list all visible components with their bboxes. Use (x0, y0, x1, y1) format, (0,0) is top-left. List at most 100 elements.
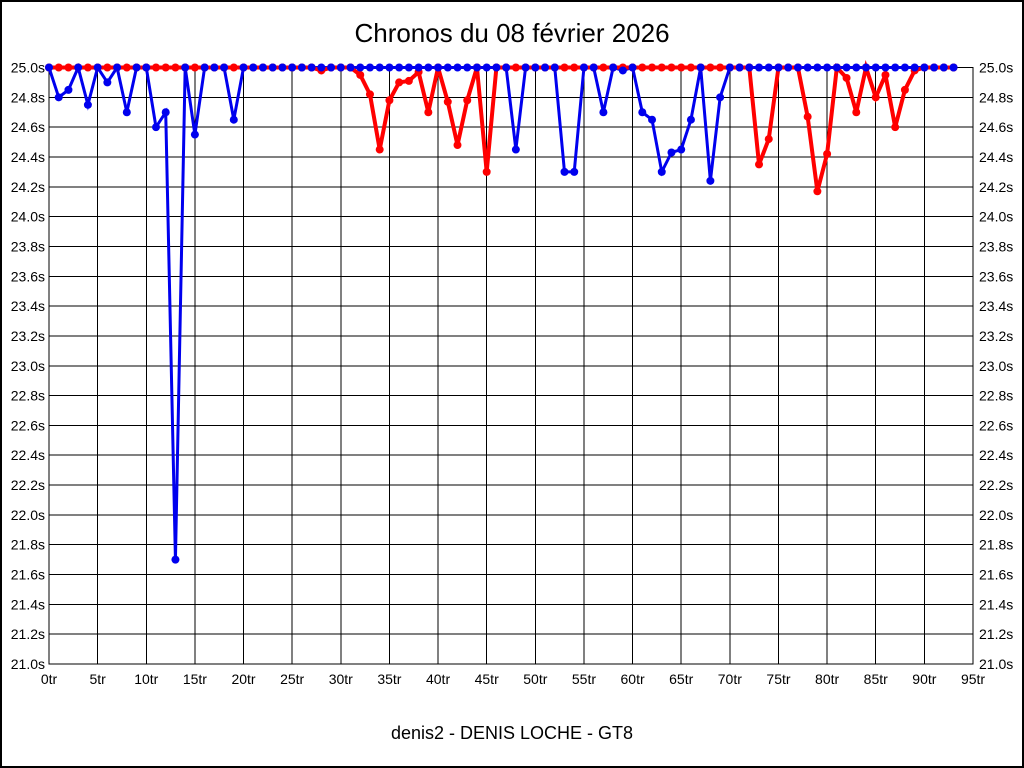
red-series-point (881, 70, 890, 79)
blue-series-point (336, 63, 345, 72)
y-axis-labels-left: 25.0s 24.8s 24.6s 24.4s 24.2s 24.0s 23.8s 23.6s… (11, 60, 45, 673)
blue-series-point (317, 63, 326, 72)
red-series-point (64, 63, 73, 72)
chart-subtitle: denis2 - DENIS LOCHE - GT8 (391, 723, 633, 743)
y-tick-label-right: 21.2s (979, 626, 1013, 642)
blue-series-point (628, 63, 637, 72)
blue-series-point (346, 63, 355, 72)
y-tick-label-left: 24.4s (11, 149, 45, 165)
blue-series-point (113, 63, 122, 72)
blue-series-point (609, 63, 618, 72)
blue-series-point (453, 63, 462, 72)
x-tick-label: 15tr (183, 671, 207, 687)
x-tick-label: 20tr (231, 671, 255, 687)
red-series-point (404, 76, 413, 85)
red-series-point (706, 63, 715, 72)
red-series-point (570, 63, 579, 72)
y-tick-label-right: 24.8s (979, 89, 1013, 105)
blue-series-point (93, 63, 102, 72)
red-series-point (161, 63, 170, 72)
x-tick-label: 50tr (523, 671, 547, 687)
y-tick-label-right: 24.4s (979, 149, 1013, 165)
x-tick-label: 55tr (572, 671, 596, 687)
blue-series-point (249, 63, 258, 72)
blue-series-point (122, 108, 131, 117)
red-series-point (900, 85, 909, 94)
blue-series-point (550, 63, 559, 72)
blue-series-point (891, 63, 900, 72)
y-tick-label-left: 22.6s (11, 417, 45, 433)
blue-series-point (258, 63, 267, 72)
blue-series-point (482, 63, 491, 72)
blue-series-point (648, 115, 657, 124)
red-series-point (395, 78, 404, 87)
blue-series-point (832, 63, 841, 72)
blue-series-point (171, 555, 180, 564)
blue-series-point (472, 63, 481, 72)
blue-series-point (64, 85, 73, 94)
red-series-point (648, 63, 657, 72)
y-tick-label-right: 24.6s (979, 119, 1013, 135)
blue-series-point (502, 63, 511, 72)
y-tick-label-right: 23.6s (979, 268, 1013, 284)
red-series-point (657, 63, 666, 72)
x-tick-label: 35tr (377, 671, 401, 687)
blue-series-point (161, 108, 170, 117)
blue-series-point (307, 63, 316, 72)
y-tick-label-right: 25.0s (979, 60, 1013, 76)
y-tick-label-left: 24.8s (11, 89, 45, 105)
blue-series-point (706, 176, 715, 185)
y-tick-label-right: 22.0s (979, 507, 1013, 523)
x-tick-label: 5tr (89, 671, 106, 687)
y-tick-label-right: 23.0s (979, 358, 1013, 374)
y-tick-label-right: 23.4s (979, 298, 1013, 314)
red-series-point (667, 63, 676, 72)
red-series-point (482, 167, 491, 176)
red-series-point (190, 63, 199, 72)
y-tick-label-right: 24.0s (979, 209, 1013, 225)
x-tick-label: 0tr (41, 671, 58, 687)
grid-lines (48, 67, 974, 665)
red-series-point (151, 63, 160, 72)
red-series-point (716, 63, 725, 72)
blue-series-point (190, 130, 199, 139)
blue-series-point (745, 63, 754, 72)
blue-series-point (268, 63, 277, 72)
x-tick-label: 70tr (718, 671, 742, 687)
blue-series-point (910, 63, 919, 72)
blue-series-point (83, 100, 92, 109)
blue-series-line (47, 62, 954, 560)
blue-series-point (45, 63, 53, 72)
blue-series-point (657, 167, 666, 176)
red-series-point (803, 112, 812, 121)
blue-series-point (784, 63, 793, 72)
blue-series-point (900, 63, 909, 72)
x-tick-label: 60tr (621, 671, 645, 687)
red-series-point (852, 108, 861, 117)
red-series-point (823, 149, 832, 158)
y-tick-label-right: 23.2s (979, 328, 1013, 344)
blue-series-point (842, 63, 851, 72)
blue-series-point (881, 63, 890, 72)
blue-series-point (492, 63, 501, 72)
red-series-point (511, 63, 520, 72)
blue-series-point (521, 63, 530, 72)
red-series-point (356, 70, 365, 79)
blue-series-point (755, 63, 764, 72)
y-tick-label-left: 21.0s (11, 656, 45, 672)
x-tick-label: 90tr (912, 671, 936, 687)
blue-series-point (511, 145, 520, 154)
blue-series-point (579, 63, 588, 72)
blue-series-point (920, 63, 929, 72)
red-series-point (755, 160, 764, 169)
y-tick-label-left: 21.4s (11, 596, 45, 612)
red-series-point (599, 63, 608, 72)
y-tick-label-left: 23.4s (11, 298, 45, 314)
blue-series-point (764, 63, 773, 72)
red-series-point (891, 123, 900, 132)
blue-series-point (939, 63, 948, 72)
y-tick-label-right: 21.4s (979, 596, 1013, 612)
blue-series-point (181, 63, 190, 72)
blue-series-point (278, 63, 287, 72)
y-tick-label-left: 24.0s (11, 209, 45, 225)
